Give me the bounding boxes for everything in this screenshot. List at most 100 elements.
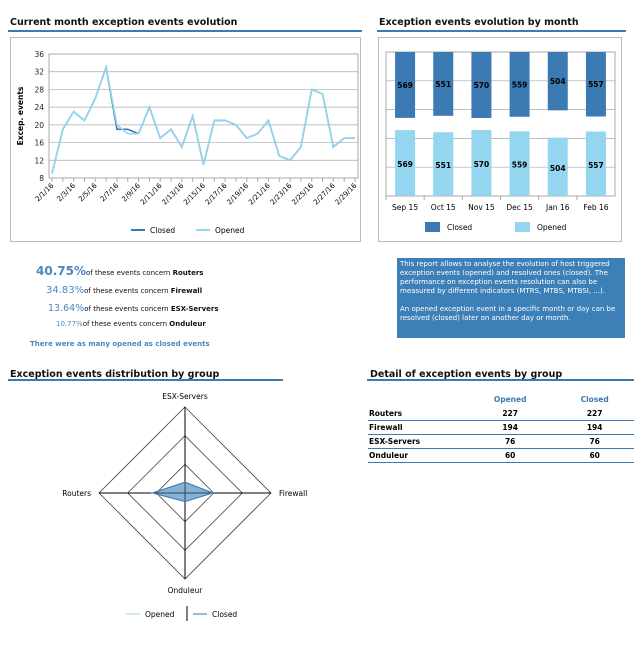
info-box: This report allows to analyse the evolut…: [397, 258, 625, 338]
legend-swatch: [515, 222, 530, 232]
data-label: 569: [397, 160, 413, 169]
closed-cell: 76: [555, 434, 634, 449]
y-axis-label: Excep. events: [16, 86, 25, 145]
data-label: 570: [474, 160, 490, 169]
data-label: 551: [435, 161, 451, 170]
stat-esx: 13.64%of these events concern ESX-Server…: [48, 303, 219, 314]
x-tick-label: 2/7/16: [99, 181, 121, 203]
group-cell: Firewall: [368, 420, 465, 435]
daily-chart-title: Current month exception events evolution: [10, 17, 238, 28]
data-label: 557: [588, 161, 604, 170]
radar-axis-label: ESX-Servers: [162, 392, 208, 401]
plot-frame: [385, 51, 616, 197]
stat-group: ESX-Servers: [170, 305, 219, 313]
x-tick-label: 2/23/16: [269, 181, 294, 206]
stat-text: of these events concern: [84, 305, 171, 313]
y-tick-label: 8: [39, 174, 44, 183]
x-tick-label: 2/29/16: [334, 181, 359, 206]
x-tick-label: 2/15/16: [182, 181, 207, 206]
daily-chart-box: 8 12 16 20 24 28 32 36 Excep. events 2/1/16 2/3/16…: [10, 37, 361, 242]
stat-pct: 40.75%: [36, 264, 86, 278]
opened-cell: 60: [465, 448, 556, 463]
legend-label: Closed: [212, 610, 237, 619]
column-header-closed: Closed: [580, 395, 609, 404]
radar-chart-title: Exception events distribution by group: [10, 369, 220, 380]
x-tick-label: 2/3/16: [55, 181, 77, 203]
y-tick-label: 28: [34, 85, 44, 94]
stat-firewall: 34.83%of these events concern Firewall: [46, 285, 202, 296]
legend-label: Opened: [145, 610, 175, 619]
bar-opened: [471, 130, 492, 196]
table-row: ESX-Servers 76 76: [368, 434, 634, 449]
series-line-closed: [51, 64, 355, 174]
info-paragraph: An opened exception event in a specific …: [400, 305, 616, 322]
detail-table-title: Detail of exception events by group: [370, 369, 563, 380]
monthly-bar-chart: 569 569 Sep 15 551 551 Oct 15 570 570 Nov 15 559 5…: [385, 51, 616, 232]
stat-group: Firewall: [170, 287, 203, 295]
y-tick-label: 32: [34, 68, 44, 77]
group-cell: Routers: [368, 407, 465, 421]
opened-cell: 227: [465, 407, 556, 421]
stat-text: of these events concern: [85, 269, 173, 277]
data-label: 504: [550, 164, 566, 173]
legend-label: Opened: [537, 223, 567, 232]
column-header: [368, 392, 465, 407]
bar-opened: [585, 131, 606, 196]
legend-label: Opened: [215, 226, 245, 235]
x-tick-label: Nov 15: [468, 203, 495, 212]
table-row: Onduleur 60 60: [368, 448, 634, 463]
divider: [367, 379, 634, 381]
table-row: Routers 227 227: [368, 407, 634, 421]
bar-closed: [509, 52, 530, 117]
table-header-row: Opened Closed: [368, 392, 634, 407]
x-tick-label: 2/27/16: [312, 181, 337, 206]
series-line-opened: [51, 64, 355, 174]
opened-cell: 76: [465, 434, 556, 449]
data-label: 551: [435, 80, 451, 89]
x-tick-label: 2/21/16: [247, 181, 272, 206]
y-tick-label: 36: [34, 50, 44, 59]
x-tick-label: 2/1/16: [34, 181, 56, 203]
radar-axis-label: Onduleur: [168, 586, 204, 595]
group-cell: Onduleur: [368, 448, 465, 463]
closed-cell: 194: [555, 420, 634, 435]
bar-opened: [395, 130, 416, 196]
stat-onduleur: 10.77%of these events concern Onduleur: [56, 320, 206, 328]
closed-cell: 227: [555, 407, 634, 421]
x-tick-label: 2/25/16: [290, 181, 315, 206]
radar-axis-label: Firewall: [279, 489, 307, 498]
group-cell: ESX-Servers: [368, 434, 465, 449]
bar-opened: [433, 132, 454, 196]
data-label: 557: [588, 80, 604, 89]
stat-pct: 13.64%: [48, 303, 85, 314]
bar-opened: [547, 137, 568, 196]
data-label: 570: [474, 81, 490, 90]
monthly-chart-box: 569 569 Sep 15 551 551 Oct 15 570 570 Nov 15 559 5…: [378, 37, 622, 242]
x-tick-label: 2/13/16: [161, 181, 186, 206]
monthly-chart-title: Exception events evolution by month: [379, 17, 579, 28]
stat-text: of these events concern: [82, 320, 170, 328]
data-label: 569: [397, 81, 413, 90]
y-tick-label: 20: [34, 121, 44, 130]
bar-closed: [433, 52, 454, 116]
legend-label: Closed: [447, 223, 472, 232]
x-tick-label: 2/17/16: [204, 181, 229, 206]
plot-frame: [48, 53, 359, 179]
x-tick-label: 2/19/16: [225, 181, 250, 206]
divider: [377, 30, 626, 32]
x-tick-label: 2/5/16: [77, 181, 99, 203]
x-tick-label: Jan 16: [545, 203, 570, 212]
radar-series-closed: [150, 481, 215, 503]
data-label: 504: [550, 77, 566, 86]
summary-text: There were as many opened as closed even…: [30, 340, 210, 348]
radar-axis-label: Routers: [62, 489, 91, 498]
x-tick-label: Feb 16: [583, 203, 608, 212]
column-header-opened: Opened: [493, 395, 527, 404]
y-tick-label: 12: [34, 156, 44, 165]
x-tick-label: 2/11/16: [139, 181, 164, 206]
stat-pct: 34.83%: [46, 285, 85, 296]
bar-opened: [509, 131, 530, 196]
stat-text: of these events concern: [84, 287, 171, 295]
stat-group: Onduleur: [169, 320, 206, 328]
